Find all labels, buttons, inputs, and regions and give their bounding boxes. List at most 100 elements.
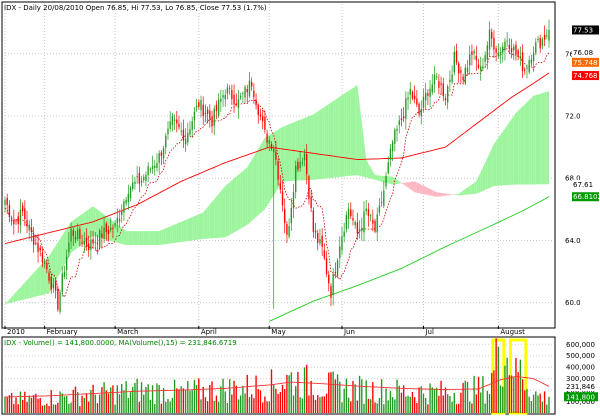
volume-bar (325, 393, 328, 413)
cloud-segment (137, 231, 140, 246)
candle-body (222, 95, 224, 98)
candle-body (391, 141, 394, 152)
volume-bar (462, 382, 464, 413)
candle (416, 89, 418, 108)
candle (147, 162, 149, 183)
candle (143, 174, 145, 183)
candle (35, 235, 37, 246)
volume-bar (217, 402, 220, 413)
candle (376, 207, 378, 242)
cloud-segment (192, 216, 195, 241)
candle-body (189, 129, 191, 135)
candle (306, 143, 308, 185)
cloud-segment (253, 152, 257, 220)
cloud-segment (269, 133, 272, 203)
candle (429, 80, 431, 108)
candle-body (250, 82, 253, 87)
candle-body (466, 67, 469, 73)
candle-body (206, 109, 209, 114)
price-tag-label: 66.8102 (573, 193, 600, 201)
candle (543, 25, 546, 47)
candle (226, 83, 229, 100)
candle (473, 48, 475, 60)
candle-body (462, 76, 464, 80)
volume-bar (173, 379, 176, 413)
candle-body (246, 89, 248, 93)
candle (114, 220, 116, 229)
volume-bar (455, 404, 458, 413)
candle (211, 110, 213, 134)
candle-body (495, 48, 497, 53)
price-tag-label: 76.08 (573, 49, 593, 57)
candle-body (365, 208, 367, 212)
cloud-segment (326, 104, 329, 179)
candle (297, 158, 299, 173)
candle-body (167, 128, 169, 135)
volume-tag-bg (564, 381, 598, 391)
candle-body (413, 95, 416, 100)
candle (321, 228, 323, 257)
cloud-segment (430, 188, 433, 196)
candle-body (438, 81, 440, 88)
cloud-segment (187, 218, 191, 242)
volume-bar (532, 394, 535, 413)
candle-body (440, 83, 442, 85)
cloud-segment (216, 193, 219, 238)
cloud-segment (64, 228, 67, 266)
candle (453, 46, 455, 76)
volume-bar (253, 398, 255, 413)
volume-bar (92, 384, 94, 413)
candle (204, 104, 207, 123)
cloud-segment (427, 187, 431, 196)
price-tag: 75.748 (572, 57, 599, 67)
candle-body (233, 94, 235, 105)
cloud-segment (112, 221, 116, 242)
candle (515, 40, 517, 61)
volume-bar (85, 393, 88, 413)
candle (480, 56, 482, 81)
cloud-segment (234, 176, 237, 233)
candle (444, 96, 447, 106)
candle (21, 202, 24, 216)
candle-body (191, 121, 193, 130)
volume-bar (508, 375, 511, 413)
candle (182, 119, 185, 149)
volume-bar (57, 402, 59, 413)
volume-bar (273, 384, 275, 413)
cloud-segment (423, 185, 426, 195)
candle (83, 232, 85, 253)
cloud-segment (438, 192, 442, 197)
candle-body (312, 210, 315, 232)
candle (458, 61, 460, 83)
volume-bar (475, 394, 478, 413)
candle-body (524, 69, 526, 71)
candle (101, 225, 103, 249)
volume-bar (129, 392, 132, 413)
candle (482, 57, 484, 72)
volume-bar (372, 382, 374, 413)
volume-bar (79, 406, 81, 413)
candle (420, 100, 422, 125)
candle-body (508, 44, 511, 49)
candle (301, 157, 304, 167)
candle (427, 89, 429, 105)
candle (125, 196, 127, 207)
candle (292, 183, 295, 219)
candle (228, 84, 231, 95)
volume-bar (204, 397, 207, 413)
candlesticks (4, 19, 550, 315)
candle (189, 120, 191, 137)
candle (88, 235, 90, 257)
cloud-segment (62, 232, 65, 270)
candle-body (521, 52, 524, 71)
volume-bar (391, 397, 394, 413)
volume-tick-label: 100,000 (566, 398, 595, 406)
cloud-segment (264, 136, 268, 210)
candle-body (513, 46, 515, 51)
candle (262, 109, 264, 130)
volume-bar (255, 375, 257, 413)
volume-bar (26, 401, 28, 413)
candle-body (74, 237, 77, 240)
candle-body (268, 140, 270, 144)
candle (275, 141, 277, 166)
